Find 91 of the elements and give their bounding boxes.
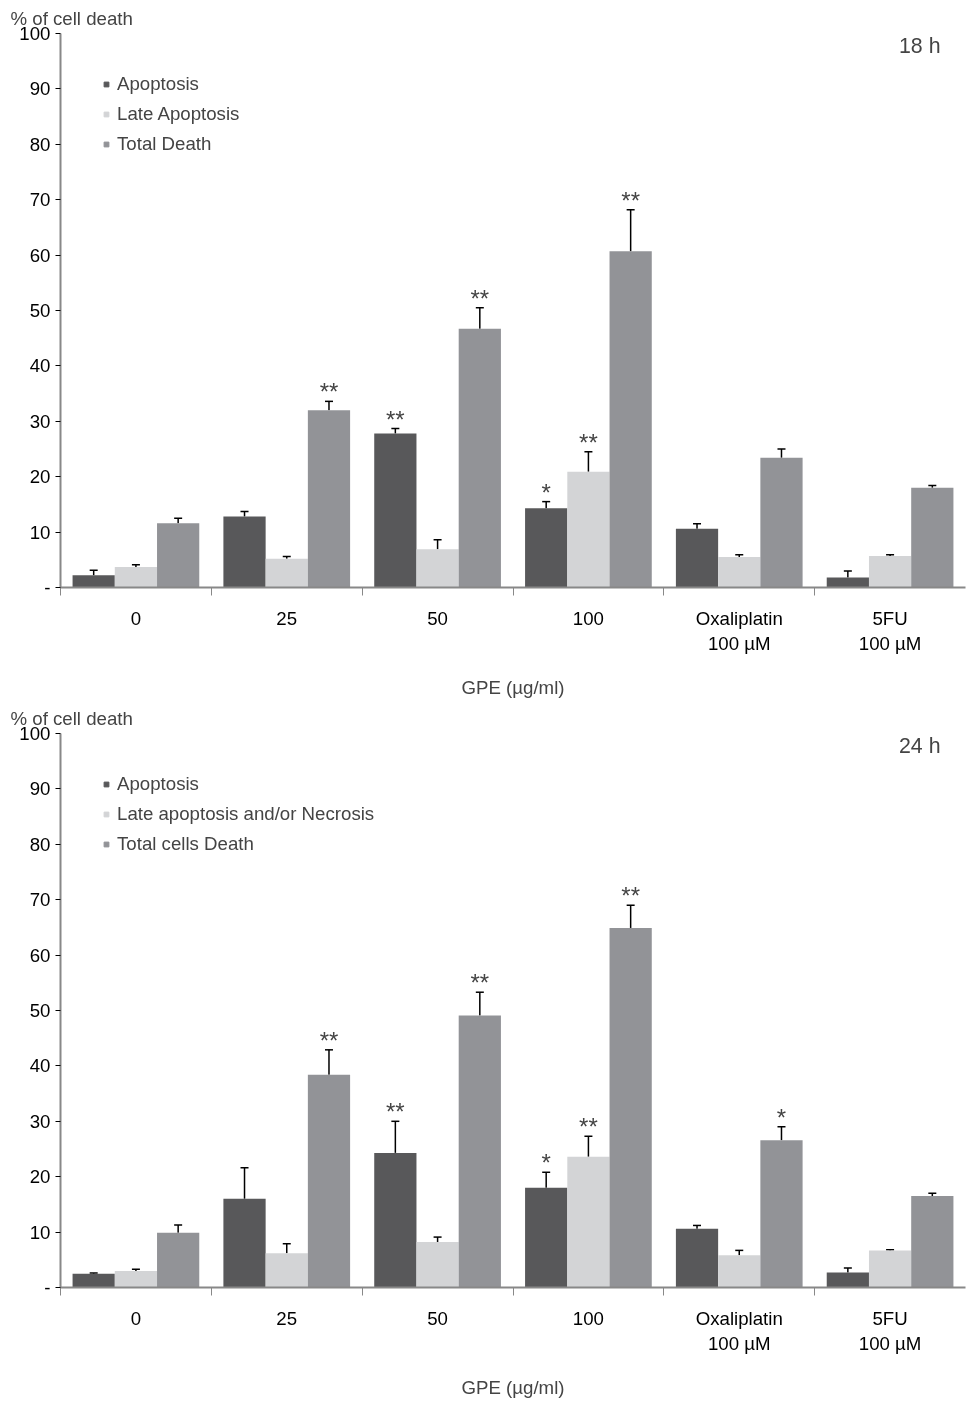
bar: [307, 1074, 351, 1288]
x-tick-label: 0: [130, 607, 142, 629]
bar: [458, 328, 501, 588]
chart-title: 18 h: [898, 33, 941, 58]
bar: [868, 1250, 912, 1288]
y-tick-label: 70: [29, 889, 51, 911]
x-tick-label: 25: [276, 607, 298, 629]
y-tick-label: 60: [29, 944, 51, 966]
data-label: **: [579, 1113, 598, 1141]
x-tick-label: Oxaliplatin 100 µM: [695, 607, 783, 654]
bar: [265, 1253, 308, 1288]
x-axis-title: GPE (µg/ml): [461, 676, 565, 698]
bar: [525, 508, 568, 588]
y-tick-label: -: [44, 577, 51, 598]
y-tick-label: 40: [29, 1055, 51, 1077]
bar: [223, 516, 266, 588]
y-tick-label: 90: [29, 778, 51, 800]
legend-label: Apoptosis: [117, 773, 199, 795]
legend-label: Total cells Death: [117, 833, 254, 855]
x-tick-label: 25: [276, 1307, 298, 1329]
x-tick-label: 100: [572, 1307, 604, 1329]
bar: [911, 1196, 954, 1288]
y-tick-label: 50: [29, 1000, 51, 1021]
y-tick-label: 20: [29, 1166, 51, 1188]
y-tick-label: 80: [29, 133, 51, 155]
data-label: *: [541, 478, 551, 506]
x-axis-title: GPE (µg/ml): [461, 1376, 565, 1398]
bar: [72, 575, 115, 588]
x-tick-label: 5FU 100 µM: [858, 1307, 922, 1354]
bar: [157, 523, 200, 588]
bar: [223, 1198, 266, 1288]
legend-label: Late apoptosis and/or Necrosis: [117, 803, 375, 825]
y-tick-label: 90: [29, 78, 51, 100]
bar: [609, 927, 652, 1288]
x-tick-label: 0: [130, 1307, 142, 1329]
legend-label: Apoptosis: [117, 73, 199, 95]
bar: [760, 1140, 803, 1288]
bar: [718, 557, 761, 588]
data-label: **: [470, 969, 490, 997]
bar: [374, 433, 417, 588]
bar: [718, 1255, 761, 1288]
bar: [911, 487, 954, 588]
chart-title: 24 h: [898, 733, 941, 758]
bar: [826, 1272, 869, 1288]
x-tick-label: 100: [572, 607, 604, 629]
y-tick-label: 50: [29, 300, 51, 321]
bar: [416, 549, 459, 588]
legend-label: Total Death: [117, 133, 212, 155]
data-label: **: [386, 405, 405, 433]
y-tick-label: 60: [29, 244, 51, 266]
bar: [609, 251, 652, 588]
data-label: **: [621, 882, 640, 910]
x-tick-label: 5FU 100 µM: [858, 607, 922, 654]
bar: [265, 558, 308, 588]
data-label: *: [776, 1103, 787, 1131]
bar: [675, 1228, 719, 1288]
x-tick-label: Oxaliplatin 100 µM: [695, 1307, 783, 1354]
y-tick-label: -: [44, 1277, 51, 1298]
y-tick-label: 40: [29, 355, 51, 377]
bar: [868, 555, 912, 588]
bar: [72, 1273, 115, 1288]
x-tick-label: 50: [427, 1307, 448, 1329]
x-tick-label: 50: [427, 607, 448, 629]
data-label: **: [319, 378, 339, 406]
bar: [114, 1270, 158, 1288]
bar: [458, 1015, 501, 1288]
legend-label: Late Apoptosis: [117, 103, 240, 125]
y-tick-label: 70: [29, 189, 51, 211]
bar: [114, 567, 158, 588]
data-label: **: [319, 1026, 339, 1054]
y-tick-label: 20: [29, 466, 51, 488]
bar: [826, 577, 869, 588]
bar: [416, 1242, 459, 1288]
data-label: **: [386, 1098, 405, 1126]
data-label: **: [621, 186, 640, 214]
y-tick-label: 30: [29, 1110, 51, 1132]
bar: [760, 457, 803, 588]
y-tick-label: 30: [29, 410, 51, 432]
data-label: **: [579, 428, 598, 456]
bar: [307, 410, 351, 588]
y-tick-label: 10: [29, 1221, 51, 1243]
bar: [567, 1156, 610, 1288]
data-label: *: [541, 1149, 551, 1177]
bar: [157, 1232, 200, 1288]
y-tick-label: 80: [29, 833, 51, 855]
data-label: **: [470, 284, 490, 312]
bar: [675, 528, 719, 588]
bar: [567, 471, 610, 588]
bar: [525, 1187, 568, 1288]
y-tick-label: 10: [29, 521, 51, 543]
bar: [374, 1152, 417, 1288]
